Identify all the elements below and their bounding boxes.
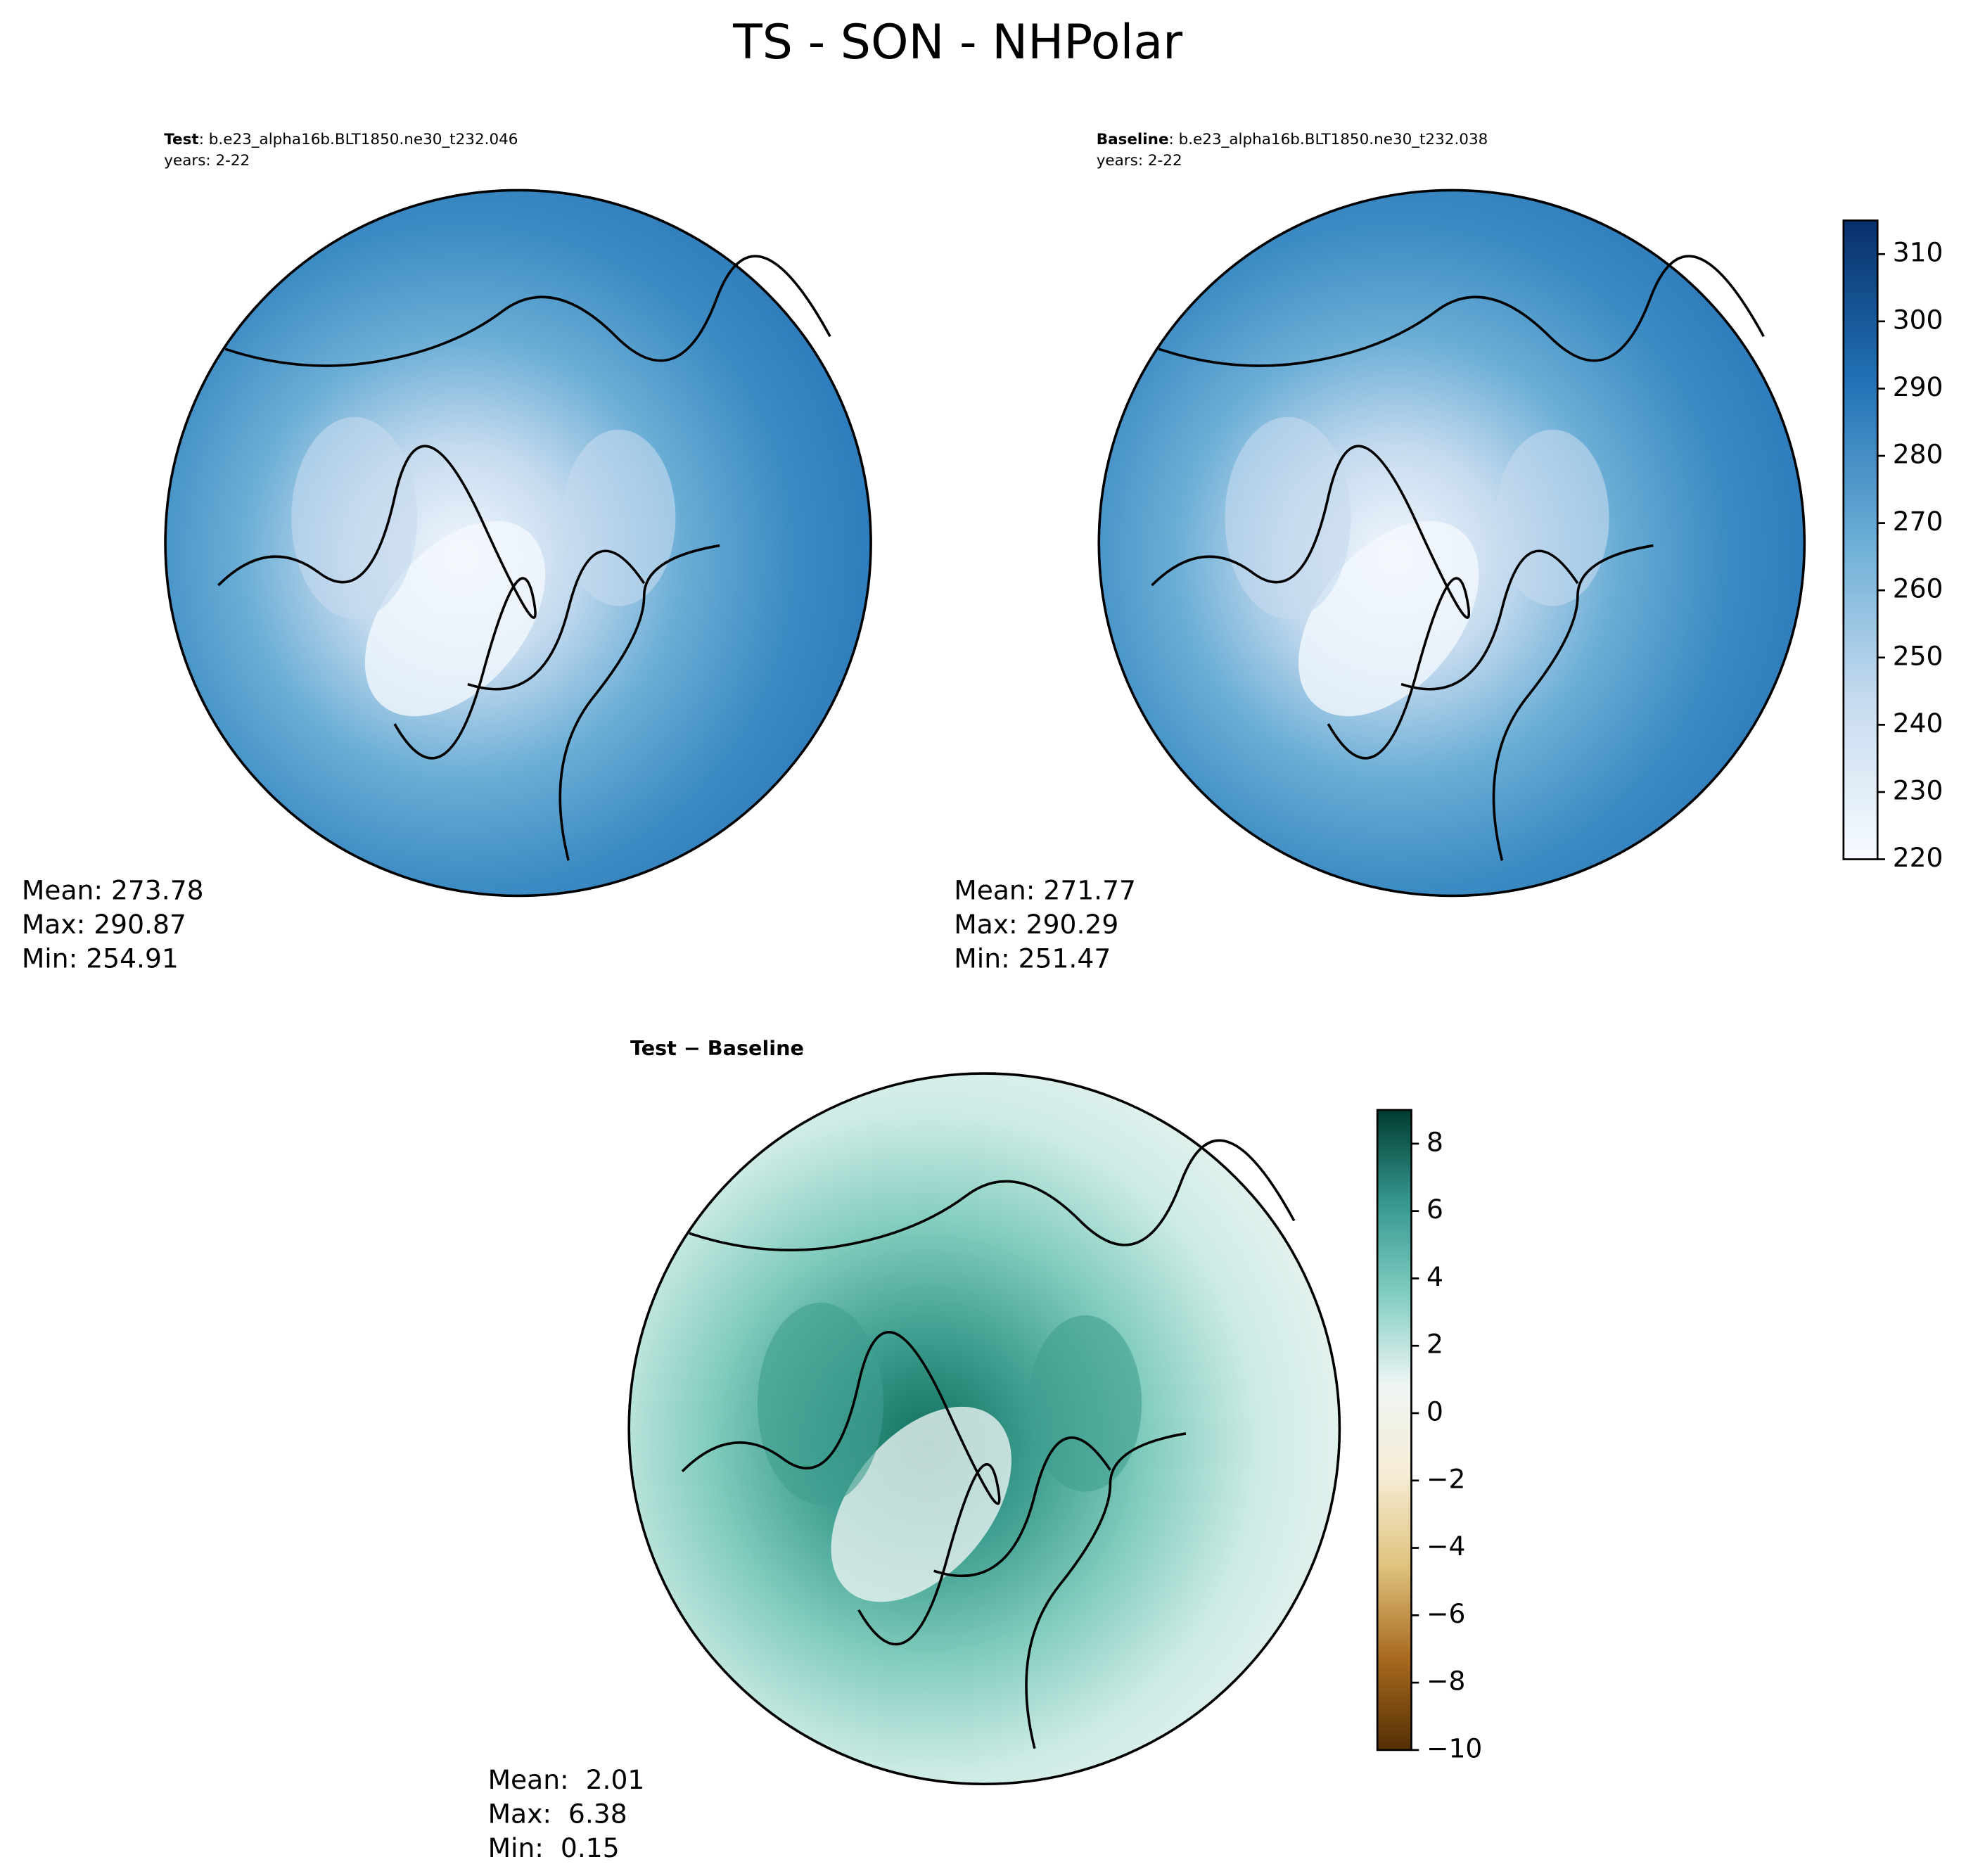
colorbar-tick-label: 260 [1893, 573, 1943, 604]
colorbar [1842, 219, 1879, 860]
colorbar-tick-label: −4 [1426, 1531, 1465, 1562]
colorbar-tick-label: 220 [1893, 842, 1943, 873]
map-boundary [627, 1072, 1341, 1786]
colorbar-tick-label: 270 [1893, 506, 1943, 537]
map-region [1028, 1315, 1142, 1492]
panel-subtitle: years: 2-22 [164, 152, 250, 170]
map-region [291, 416, 418, 619]
panel-title-bold: Baseline [1097, 131, 1169, 148]
map-boundary [164, 189, 872, 898]
colorbar-tick-label: 8 [1426, 1126, 1443, 1157]
map-region [562, 429, 676, 606]
stat-label: Mean: 2.01 [488, 1764, 645, 1795]
coastline [1151, 255, 1765, 861]
colorbar-tick-label: 300 [1893, 304, 1943, 335]
stat-label: Min: 251.47 [954, 943, 1111, 974]
stat-label: Mean: 273.78 [22, 875, 204, 906]
colorbar-tick-label: −10 [1426, 1733, 1482, 1763]
colorbar-tick-label: 240 [1893, 708, 1943, 739]
panel-title: Test: b.e23_alpha16b.BLT1850.ne30_t232.0… [164, 131, 518, 148]
panel-title-bold: Test [164, 131, 198, 148]
coastline [681, 1139, 1296, 1749]
stat-label: Max: 290.87 [22, 909, 186, 940]
stat-label: Mean: 271.77 [954, 875, 1136, 906]
stat-label: Min: 254.91 [22, 943, 179, 974]
map-region [757, 1303, 884, 1505]
colorbar-tick-label: 6 [1426, 1194, 1443, 1225]
stat-label: Max: 290.29 [954, 909, 1118, 940]
map-boundary [1097, 189, 1806, 898]
map-region [1495, 429, 1609, 606]
panel-title: Baseline: b.e23_alpha16b.BLT1850.ne30_t2… [1097, 131, 1488, 148]
map-region [364, 521, 546, 717]
panel-title: Test − Baseline [630, 1036, 804, 1060]
colorbar [1376, 1109, 1412, 1751]
map-region [831, 1406, 1011, 1602]
map-region [1225, 416, 1351, 619]
colorbar-tick-label: −2 [1426, 1463, 1465, 1494]
stat-label: Max: 6.38 [488, 1799, 627, 1830]
colorbar-tick-label: 2 [1426, 1329, 1443, 1360]
colorbar-tick-label: 250 [1893, 640, 1943, 671]
colorbar-tick-label: 230 [1893, 774, 1943, 805]
colorbar-tick-label: 310 [1893, 237, 1943, 268]
panel-title-text: : b.e23_alpha16b.BLT1850.ne30_t232.046 [199, 131, 518, 148]
panel-subtitle: years: 2-22 [1097, 152, 1182, 170]
colorbar-tick-label: 4 [1426, 1261, 1443, 1292]
stat-label: Min: 0.15 [488, 1832, 620, 1863]
colorbar-tick-label: −6 [1426, 1598, 1465, 1629]
colorbar-tick-label: 290 [1893, 371, 1943, 402]
colorbar-tick-label: 280 [1893, 439, 1943, 470]
colorbar-tick-label: 0 [1426, 1396, 1443, 1427]
map-region [1298, 521, 1479, 717]
coastline [217, 255, 831, 861]
figure-title: TS - SON - NHPolar [732, 15, 1182, 70]
colorbar-tick-label: −8 [1426, 1666, 1465, 1697]
panel-title-text: : b.e23_alpha16b.BLT1850.ne30_t232.038 [1169, 131, 1488, 148]
